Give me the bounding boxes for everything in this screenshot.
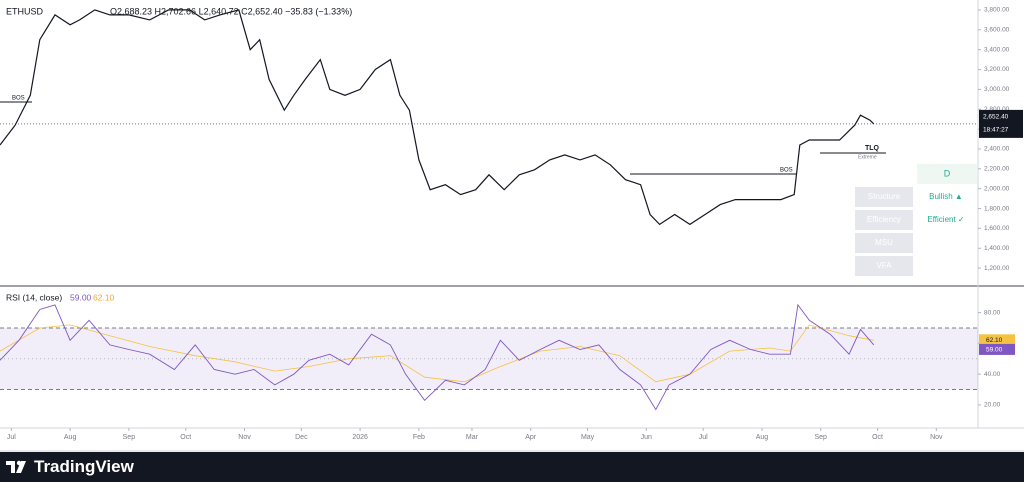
panel-label: Structure (868, 192, 901, 201)
ma-box (979, 334, 1015, 346)
panel-label: Efficiency (867, 215, 901, 224)
y-tick-label: 80.00 (984, 309, 1001, 316)
annotation: BOS (12, 96, 25, 102)
y-tick-label: 2,400.00 (984, 146, 1010, 153)
logo (6, 460, 26, 473)
y-tick-label: 1,400.00 (984, 245, 1010, 252)
panel-state: Bullish ▲ (929, 192, 963, 201)
brand: TradingView (34, 457, 134, 476)
last-price-box (979, 109, 1023, 138)
panel-cell (855, 210, 913, 230)
x-tick-label: May (581, 434, 595, 441)
chart: 1,200.00 1,400.00 1,600.00 1,800.00 2,000.00… (0, 0, 1024, 452)
panel-cell (855, 187, 913, 207)
footer: TradingView (0, 452, 1024, 482)
y-tick-label: 2,200.00 (984, 166, 1010, 173)
line-series (0, 9, 875, 226)
x-tick-label: Jul (7, 434, 16, 441)
panel-label: VFA (876, 261, 892, 270)
rsi-value: 59.00 (70, 292, 92, 302)
x-tick-label: Aug (756, 434, 769, 441)
x-tick-label: Feb (413, 434, 425, 441)
x-tick-label: Jun (641, 434, 652, 441)
y-tick-label: 3,200.00 (984, 66, 1010, 73)
ohlc: O2,688.23 H2,702.66 L2,640.72 C2,652.40 … (110, 6, 352, 16)
panel-state: Efficient ✓ (927, 215, 964, 224)
y-tick-label: 2,800.00 (984, 106, 1010, 113)
annotation: BOS (780, 168, 793, 174)
panel-cell (855, 233, 913, 253)
background (0, 0, 1024, 452)
x-tick-label: Nov (238, 434, 251, 441)
y-tick-label: 40.00 (984, 371, 1001, 378)
y-tick-label: 3,400.00 (984, 46, 1010, 53)
panel-cell (855, 256, 913, 276)
rsi-box (979, 343, 1015, 355)
x-tick-label: Apr (525, 434, 537, 441)
x-tick-label: Jul (699, 434, 708, 441)
rsi-title: RSI (14, close) (6, 292, 62, 302)
x-tick-label: Sep (814, 434, 827, 441)
x-tick-label: Oct (872, 434, 883, 441)
last-price-label: 2,652.40 (983, 114, 1009, 121)
x-tick-label: Aug (64, 434, 77, 441)
line-series (0, 324, 874, 383)
y-tick-label: 20.00 (984, 402, 1001, 409)
plot: 1,200.00 1,400.00 1,600.00 1,800.00 2,000.00… (0, 7, 1023, 441)
annotation: Extreme (858, 154, 877, 160)
line-series (0, 303, 875, 411)
annotation: TLQ (865, 145, 880, 152)
x-tick-label: Mar (466, 434, 479, 441)
x-tick-label: 2026 (352, 434, 368, 441)
y-tick-label: 1,200.00 (984, 265, 1010, 272)
symbol: ETHUSD (6, 6, 44, 16)
x-tick-label: Sep (123, 434, 136, 441)
y-tick-label: 1,800.00 (984, 205, 1010, 212)
countdown: 18:47:27 (983, 127, 1009, 134)
panel-label: MSU (875, 238, 893, 247)
y-tick-label: 3,800.00 (984, 7, 1010, 14)
y-tick-label: 2,000.00 (984, 185, 1010, 192)
y-tick-label: 1,600.00 (984, 225, 1010, 232)
rsi-axis-label: 59.00 (986, 347, 1003, 354)
ma-value: 62.10 (93, 292, 115, 302)
x-tick-label: Nov (930, 434, 943, 441)
ma-axis-label: 62.10 (986, 337, 1003, 344)
y-tick-label: 3,000.00 (984, 86, 1010, 93)
y-tick-label: 3,600.00 (984, 27, 1010, 34)
x-tick-label: Dec (295, 434, 308, 441)
x-tick-label: Oct (180, 434, 191, 441)
panel-header-bg (917, 164, 977, 184)
panel-header: D (944, 168, 951, 178)
overlay: ETHUSD O2,688.23 H2,702.66 L2,640.72 C2,… (0, 6, 977, 302)
